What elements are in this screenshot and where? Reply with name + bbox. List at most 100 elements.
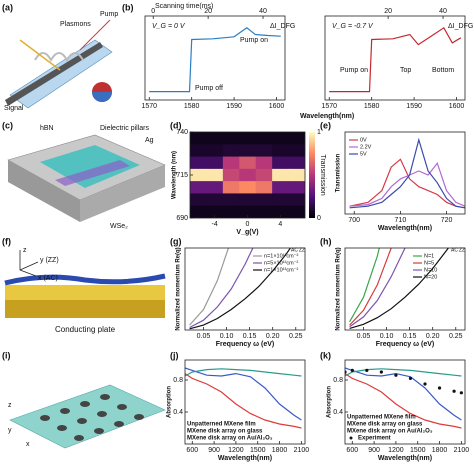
panel-label: (d) — [170, 120, 182, 130]
legend-label: Experiment — [358, 436, 391, 442]
legend-header: AC — [291, 247, 298, 253]
x-tick-label: 1600 — [449, 103, 465, 110]
heat-cell — [190, 205, 207, 218]
x-axis-label: Frequency ω (eV) — [376, 341, 434, 348]
heat-cell — [222, 144, 240, 158]
illustration-i: z y x — [8, 384, 166, 449]
legend-label: MXene disk array on glass — [187, 429, 263, 435]
heat-cell — [222, 193, 240, 207]
heat-cell — [239, 132, 257, 145]
y-tick-label: 0.8 — [333, 377, 343, 384]
data-point — [459, 391, 463, 395]
label: Dielectric pillars — [100, 125, 150, 132]
y-tick-label: 690 — [176, 215, 188, 222]
x-tick-label: 0.10 — [220, 333, 234, 340]
legend-label: 5V — [360, 151, 367, 157]
y-axis-label: Normalized momentum Re(q) — [176, 247, 182, 330]
data-point — [379, 370, 383, 374]
data-point — [365, 368, 369, 372]
data-point — [394, 373, 398, 377]
axes-frame — [344, 359, 466, 445]
panel-label: (c) — [2, 120, 13, 130]
heat-cell — [190, 132, 207, 145]
top-axis-label: Scanning time(ms) — [155, 3, 213, 10]
legend-label: N=20 — [424, 274, 437, 280]
x-tick-label: 0.20 — [266, 333, 280, 340]
annotation: Pump on — [340, 67, 368, 74]
x-tick-label: 0.25 — [289, 333, 303, 340]
heat-cell — [206, 156, 224, 170]
legend-label: 0V — [360, 137, 367, 143]
legend-label: N=10 — [424, 267, 437, 273]
heat-cell — [272, 156, 290, 170]
x-tick-label: 0.05 — [357, 333, 371, 340]
label: z — [8, 402, 12, 409]
label: z — [23, 247, 27, 254]
x-tick-label: 720 — [441, 217, 453, 224]
data-point — [350, 368, 354, 372]
panel-label: (k) — [320, 350, 331, 360]
series-line — [329, 26, 462, 93]
x-tick-label: -4 — [212, 221, 218, 228]
heat-cell — [255, 193, 273, 207]
panel-label: (f) — [2, 236, 11, 246]
panel-label: (h) — [320, 236, 332, 246]
label: hBN — [40, 125, 54, 132]
heat-cell — [288, 181, 305, 194]
annotation: V_G = -0.7 V — [332, 23, 374, 30]
x-tick-label: 1800 — [432, 447, 448, 454]
heat-cell — [255, 205, 273, 218]
label: Plasmons — [60, 21, 91, 28]
x-tick-label: 1200 — [228, 447, 244, 454]
series-line — [349, 248, 380, 323]
series-line — [345, 373, 462, 429]
legend-label: 2.2V — [360, 144, 372, 150]
heat-cell — [239, 205, 257, 218]
x-axis-label: Wavelength(nm) — [378, 225, 432, 232]
axes-frame — [144, 15, 286, 101]
plot-area — [345, 367, 463, 429]
axes-frame — [324, 15, 466, 101]
y-tick-label: 715 — [176, 172, 188, 179]
x-tick-label: 0.15 — [403, 333, 417, 340]
label: y — [8, 427, 12, 434]
x-tick-label: 710 — [395, 217, 407, 224]
label: y (ZZ) — [40, 257, 59, 264]
y-axis-label: Wavelength (nm) — [172, 151, 178, 199]
heat-cell — [239, 156, 257, 170]
data-point — [423, 382, 427, 386]
x2-tick-label: 40 — [439, 8, 447, 15]
panel-label: (b) — [122, 2, 134, 12]
x-tick-label: 1590 — [226, 103, 242, 110]
legend-label: Unpatterned MXene film — [347, 415, 416, 421]
data-point — [437, 386, 442, 390]
x2-tick-label: 0 — [151, 8, 155, 15]
plot-area — [349, 137, 465, 209]
heat-cell — [222, 181, 240, 194]
x2-tick-label: 40 — [259, 8, 267, 15]
heat-cell — [206, 168, 224, 182]
legend-label: MXene disk array on Au/Al₂O₃ — [347, 429, 433, 435]
heat-cell — [272, 168, 290, 182]
label: Signal — [4, 105, 24, 112]
x2-tick-label: 20 — [204, 8, 212, 15]
x-axis-label: V_g(V) — [236, 229, 258, 236]
series-line — [349, 137, 465, 209]
legend-label: MXene disk array on glass — [347, 422, 423, 428]
heat-cell — [272, 144, 290, 158]
x-tick-label: 0.25 — [449, 333, 463, 340]
x-tick-label: 1580 — [364, 103, 380, 110]
x-tick-label: 1500 — [250, 447, 266, 454]
data-point — [408, 376, 413, 380]
colorbar-tick: 0 — [317, 215, 321, 222]
x-tick-label: 1570 — [141, 103, 157, 110]
annotation: ΔI_DFG — [270, 23, 295, 30]
annotation: ΔI_DFG — [448, 23, 473, 30]
plot-area — [349, 248, 450, 329]
legend-label: n=1×10¹³cm⁻² — [264, 267, 299, 273]
label: WSe₂ — [110, 223, 128, 230]
heat-cell — [288, 193, 305, 207]
series-line — [349, 158, 465, 209]
legend-label: n=5×10¹²cm⁻² — [264, 260, 299, 266]
